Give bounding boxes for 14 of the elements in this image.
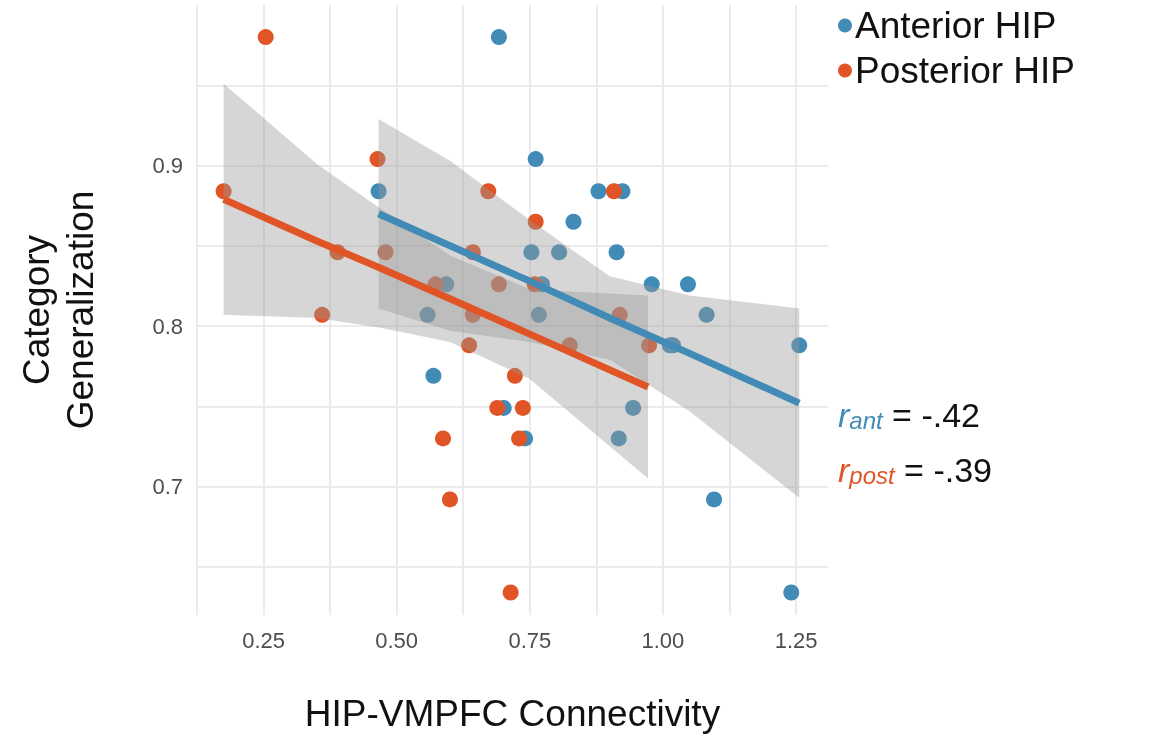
x-tick-label: 0.50 <box>375 627 419 653</box>
legend-label: Posterior HIP <box>855 50 1076 91</box>
x-tick-label: 1.25 <box>774 627 818 653</box>
x-tick-label: 0.75 <box>508 627 552 653</box>
y-tick-label: 0.9 <box>152 153 183 179</box>
y-tick-label: 0.7 <box>152 474 183 500</box>
y-axis-title: Category Generalization <box>15 190 101 430</box>
x-tick-label: 1.00 <box>641 627 685 653</box>
text: rant = -.42 <box>838 396 981 434</box>
text: rpost = -.39 <box>838 451 993 489</box>
y-tick-label: 0.8 <box>152 313 183 339</box>
x-tick-label: 0.25 <box>242 627 285 653</box>
legend-label: Anterior HIP <box>855 5 1057 46</box>
x-axis-title: HIP-VMPFC Connectivity <box>304 693 721 734</box>
